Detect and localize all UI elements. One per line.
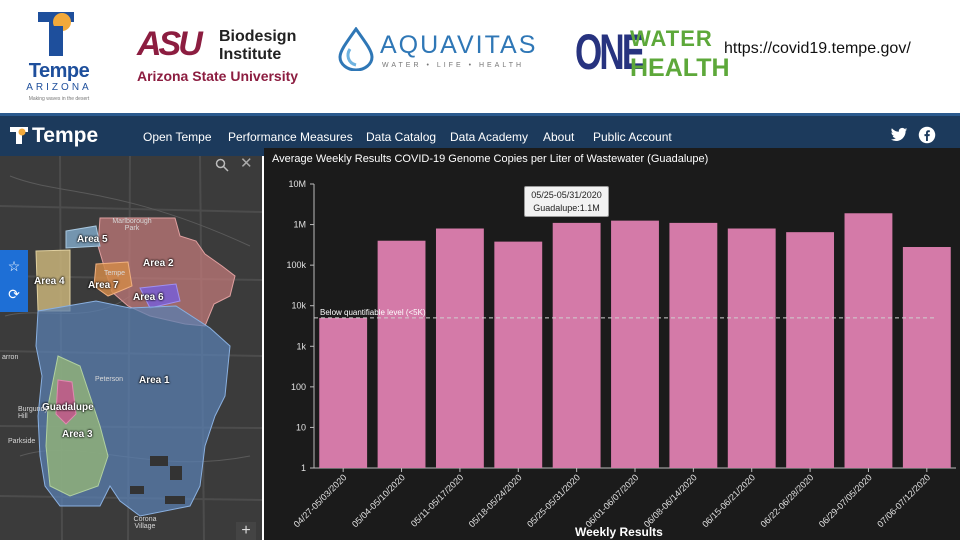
y-tick-label: 1M [293, 220, 306, 230]
asu-biodesign-logo: ASU Biodesign Institute Arizona State Un… [137, 24, 312, 88]
place-peterson: Peterson [95, 376, 124, 383]
zoom-in-button[interactable]: + [236, 522, 256, 540]
y-tick-label: 10M [288, 179, 306, 189]
map-label-area-4: Area 4 [34, 276, 65, 287]
x-tick-label: 04/27-05/03/2020 [292, 472, 349, 529]
nav-logo-text: Tempe [32, 124, 99, 147]
chart-bar [319, 317, 368, 468]
map-label-guadalupe: Guadalupe [42, 402, 94, 413]
water-drop-icon [338, 27, 374, 71]
y-tick-label: 10 [296, 422, 306, 432]
refresh-icon[interactable]: ⟳ [8, 286, 20, 302]
map-canvas[interactable] [0, 156, 262, 540]
x-tick-label: 07/06-07/12/2020 [875, 472, 932, 529]
chart-bar [494, 241, 543, 468]
tempe-name: Tempe [28, 60, 90, 82]
x-tick-label: 05/18-05/24/2020 [467, 472, 524, 529]
owh-water: WATER [630, 26, 713, 51]
search-icon[interactable] [215, 158, 229, 172]
place-parkside: Parkside [8, 438, 36, 445]
biodesign-line2: Institute [219, 46, 282, 63]
place-tempe: Tempe [104, 270, 126, 277]
chart-canvas[interactable]: 1 10 100 1k 10k 100k 1M 10M 04/27-05/03/2020 05/0… [264, 148, 960, 540]
chart-bar [552, 222, 601, 468]
onewaterhealth-logo: ONE WATER HEALTH [575, 24, 730, 86]
tooltip-text: Guadalupe:1.1M [533, 203, 600, 213]
x-tick-label: 05/11-05/17/2020 [409, 472, 466, 529]
x-tick-label: 05/04-05/10/2020 [350, 472, 407, 529]
logo-banner: Tempe ARIZONA Making waves in the desert… [0, 0, 960, 113]
y-tick-label: 1k [296, 341, 306, 351]
aquavitas-tagline: WATER • LIFE • HEALTH [382, 62, 525, 69]
owh-health: HEALTH [630, 54, 730, 82]
map-label-area-5: Area 5 [77, 234, 108, 245]
tempe-state: ARIZONA [26, 82, 92, 93]
place-marlborough-park: Marlborough Park [112, 218, 152, 232]
map-side-toolbar: ☆ ⟳ [0, 250, 28, 312]
owh-one: ONE [575, 24, 645, 80]
nav-performance-measures[interactable]: Performance Measures [228, 130, 353, 144]
y-tick-label: 1 [301, 463, 306, 473]
y-tick-label: 100 [291, 382, 306, 392]
nav-data-catalog[interactable]: Data Catalog [366, 130, 437, 144]
x-tick-label: 06/29-07/05/2020 [817, 472, 874, 529]
twitter-icon[interactable] [890, 126, 908, 144]
facebook-icon[interactable] [918, 126, 936, 144]
place-burgundy-hill: Burgundy Hill [18, 406, 48, 420]
tempe-t-icon [10, 127, 28, 144]
tooltip-title: 05/25-05/31/2020 [531, 190, 602, 200]
map-label-area-7: Area 7 [88, 280, 119, 291]
chart-bar [435, 228, 484, 468]
x-tick-label: 06/01-06/07/2020 [583, 472, 640, 529]
nav-about[interactable]: About [543, 130, 575, 144]
chart-bar [844, 213, 893, 468]
nav-public-account[interactable]: Public Account [593, 130, 672, 144]
asu-mark: ASU [137, 25, 203, 63]
chart-bar [727, 228, 776, 468]
map-label-area-3: Area 3 [62, 429, 93, 440]
x-axis-title: Weekly Results [575, 525, 663, 539]
place-arron: arron [2, 354, 19, 361]
close-icon[interactable]: ✕ [240, 155, 253, 172]
chart-title: Average Weekly Results COVID-19 Genome C… [272, 153, 709, 165]
biodesign-line1: Biodesign [219, 28, 297, 45]
tempe-logo: Tempe ARIZONA Making waves in the desert [14, 10, 104, 105]
tempe-t-icon [38, 12, 74, 56]
chart-tooltip: 05/25-05/31/2020 Guadalupe:1.1M [524, 186, 609, 217]
chart-bar [902, 247, 951, 468]
x-tick-label: 05/25-05/31/2020 [525, 472, 582, 529]
map-label-area-1: Area 1 [139, 375, 170, 386]
map-label-area-2: Area 2 [143, 258, 174, 269]
nav-home-logo[interactable]: Tempe [10, 124, 98, 148]
aquavitas-logo: AQUAVITAS WATER • LIFE • HEALTH [336, 27, 546, 77]
map-panel[interactable]: Area 5 Area 2 Area 4 Area 7 Area 6 Area … [0, 156, 262, 540]
chart-bar [611, 220, 659, 468]
y-tick-label: 10k [291, 301, 306, 311]
y-tick-label: 100k [286, 260, 306, 270]
x-tick-label: 06/22-06/28/2020 [759, 472, 816, 529]
nav-data-academy[interactable]: Data Academy [450, 130, 529, 144]
chart-bar [377, 240, 426, 468]
place-corona-village: Corona Village [133, 516, 157, 530]
reference-line-label: Below quantifiable level (<5K) [320, 308, 426, 317]
x-tick-label: 06/08-06/14/2020 [642, 472, 699, 529]
nav-open-tempe[interactable]: Open Tempe [143, 130, 212, 144]
star-icon[interactable]: ☆ [7, 258, 21, 274]
tempe-tagline: Making waves in the desert [28, 96, 90, 102]
asu-university: Arizona State University [137, 68, 299, 84]
aquavitas-name: AQUAVITAS [380, 31, 538, 59]
chart-bar [669, 222, 718, 468]
site-url: https://covid19.tempe.gov/ [724, 40, 911, 57]
x-tick-label: 06/15-06/21/2020 [700, 472, 757, 529]
map-label-area-6: Area 6 [133, 292, 164, 303]
chart-bar [786, 232, 835, 468]
